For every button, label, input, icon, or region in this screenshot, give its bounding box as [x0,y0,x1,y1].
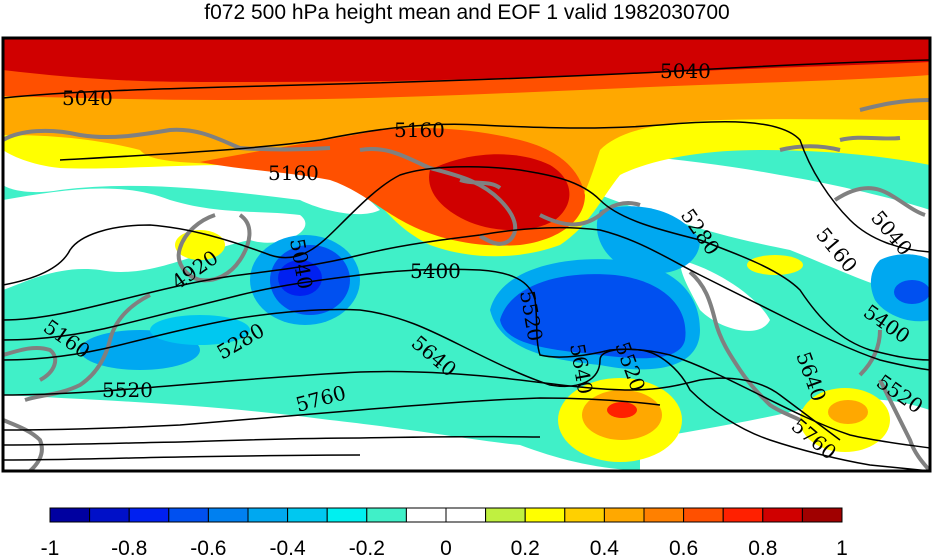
colorbar-swatch [683,507,724,523]
anomaly-white-5 [680,260,770,331]
colorbar-swatch [485,507,526,523]
colorbar-tick-label: -0.8 [111,537,147,558]
anomaly-blue-4-core [894,280,930,304]
anomaly-white-2 [520,150,930,300]
anomaly-red-south [607,402,637,418]
colorbar-swatch [801,507,843,523]
colorbar-tick-label: 0 [440,537,452,558]
height-contours [3,59,930,471]
colorbar [49,507,843,523]
contour-label: 5520 [102,378,153,402]
colorbar-tick-label: 0.4 [590,537,620,558]
anomaly-darkred-north [3,38,930,82]
anomaly-blue-2-core [500,274,686,359]
contour-label: 5040 [660,59,711,83]
colorbar-swatch [168,507,209,523]
colorbar-swatch [762,507,803,523]
colorbar-swatch [445,507,487,523]
colorbar-swatch [128,507,170,523]
colorbar-swatch [524,507,566,523]
colorbar-tick-label: -0.6 [190,537,226,558]
colorbar-swatch [603,507,645,523]
colorbar-swatch [287,507,328,523]
colorbar-swatch [643,507,685,523]
contour-label: 5160 [268,161,319,185]
map-title: f072 500 hPa height mean and EOF 1 valid… [204,1,730,24]
colorbar-tick-label: 0.2 [511,537,540,558]
colorbar-tick-label: 0.8 [748,537,777,558]
contour-label: 5040 [62,86,113,110]
colorbar-swatch [207,507,249,523]
colorbar-swatch [247,507,289,523]
colorbar-tick-label: -1 [41,537,60,558]
colorbar-swatch [722,507,764,523]
plot-frame [1,36,932,473]
anomaly-blue-3 [596,206,700,274]
anomaly-white-3 [3,395,650,471]
colorbar-tick-label: -0.4 [270,537,307,558]
colorbar-swatch [49,507,91,523]
anomaly-shading: 5040 5040 5160 5160 5280 4920 5040 5400 … [3,38,930,471]
colorbar-labels: -1 -0.8 -0.6 -0.4 -0.2 0 0.2 0.4 0.6 0.8 1 [41,537,848,558]
colorbar-tick-label: 0.6 [669,537,698,558]
contour-label: 5400 [410,259,461,283]
contour-label: 5160 [394,118,445,142]
anomaly-white-1 [3,188,306,290]
colorbar-swatch [366,507,407,523]
anomaly-yellow-small-2 [747,255,803,275]
anomaly-orange-southeast [828,400,868,424]
anomaly-blue-6 [150,315,250,345]
anomaly-yellow-small-1 [175,230,225,260]
colorbar-swatch [89,507,130,523]
colorbar-tick-label: 1 [836,537,848,558]
colorbar-tick-label: -0.2 [349,537,385,558]
colorbar-swatch [326,507,368,523]
colorbar-swatch [405,507,447,523]
colorbar-swatch [564,507,605,523]
